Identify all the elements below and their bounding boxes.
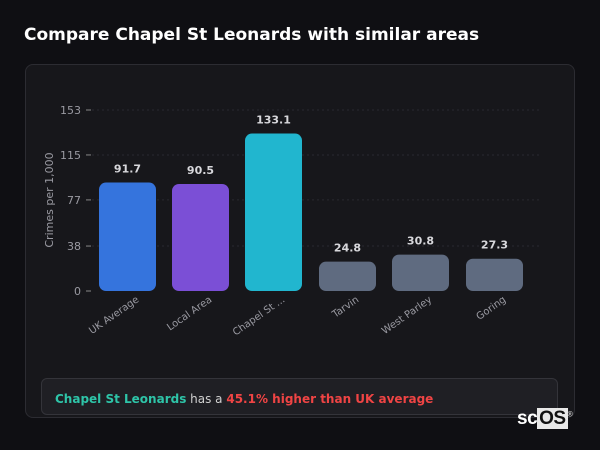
bar-value-label: 91.7: [114, 163, 141, 176]
x-tick-label: UK Average: [87, 294, 141, 336]
bar: [392, 254, 449, 291]
x-tick-label: Local Area: [165, 294, 214, 333]
y-tick-label: 115: [60, 149, 81, 162]
bar-value-label: 133.1: [256, 114, 291, 127]
y-tick-label: 0: [74, 285, 81, 298]
bar-value-label: 90.5: [187, 164, 214, 177]
y-tick-label: 153: [60, 104, 81, 117]
bar-value-label: 24.8: [334, 242, 361, 255]
bar: [172, 183, 229, 291]
scos-logo: sc OS ®: [517, 408, 573, 429]
x-tick-label: Goring: [475, 294, 509, 322]
bar: [245, 133, 302, 291]
x-tick-label: Tarvin: [330, 294, 361, 321]
bar: [319, 261, 376, 291]
y-tick-label: 38: [67, 240, 81, 253]
comparison-summary: Chapel St Leonards has a 45.1% higher th…: [41, 378, 558, 415]
summary-text: has a: [186, 392, 227, 406]
y-tick-label: 77: [67, 194, 81, 207]
bar-value-label: 27.3: [481, 239, 508, 252]
bar: [99, 182, 156, 291]
y-axis-label: Crimes per 1,000: [43, 152, 56, 247]
comparison-highlight: 45.1% higher than UK average: [226, 392, 434, 406]
area-name: Chapel St Leonards: [55, 392, 187, 406]
bar-value-label: 30.8: [407, 235, 434, 248]
bar: [466, 258, 523, 291]
page-title: Compare Chapel St Leonards with similar …: [24, 25, 480, 45]
x-tick-label: West Parley: [380, 294, 434, 337]
x-tick-label: Chapel St ...: [231, 294, 287, 338]
